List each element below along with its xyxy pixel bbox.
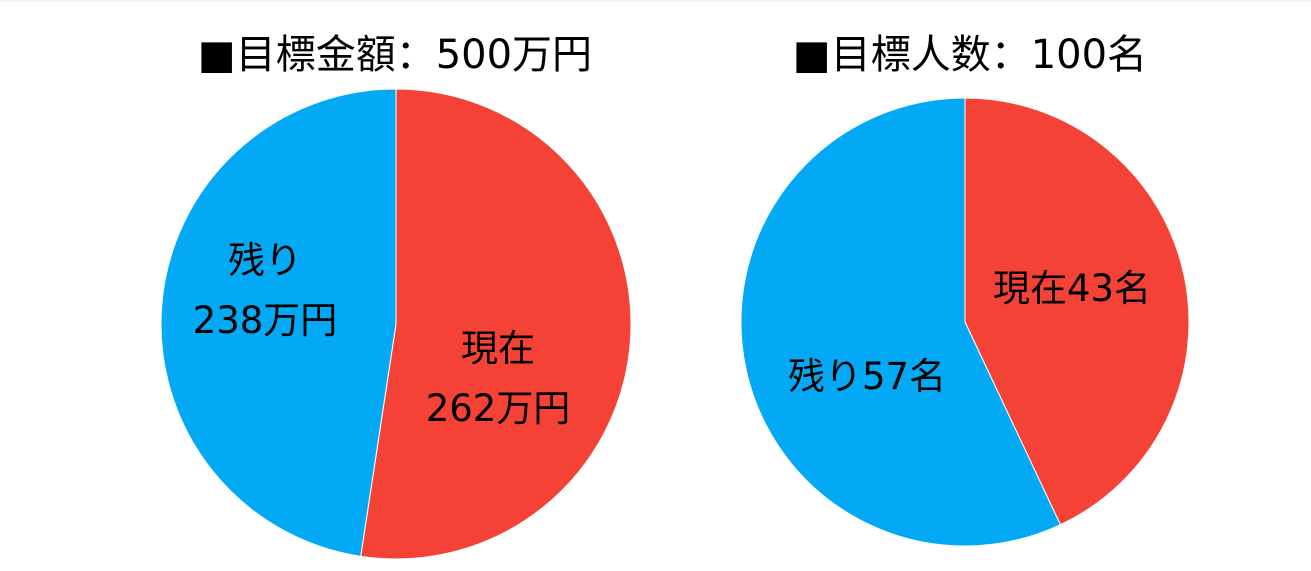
slice-value: 57名 <box>862 355 946 398</box>
slice-label: 現在43名 <box>993 267 1151 310</box>
slice-value: 238万円 <box>193 299 338 342</box>
pie-slice <box>964 97 1190 526</box>
slice-label: 残り57名 <box>788 355 946 398</box>
slice-label: 残り 238万円 <box>193 239 338 342</box>
slice-category: 残り <box>788 355 862 398</box>
chart-title: ■目標人数：100名 <box>793 32 1147 78</box>
slice-category: 現在 <box>461 327 535 370</box>
slice-category: 残り <box>228 239 302 282</box>
slice-category: 現在 <box>993 267 1067 310</box>
pie-slice <box>740 97 1062 547</box>
slice-label: 現在 262万円 <box>426 327 571 430</box>
slice-value: 262万円 <box>426 387 571 430</box>
pie-slice <box>360 88 632 560</box>
pie-slice <box>160 88 397 557</box>
slice-value: 43名 <box>1067 267 1151 310</box>
chart-title: ■目標金額：500万円 <box>198 32 592 78</box>
